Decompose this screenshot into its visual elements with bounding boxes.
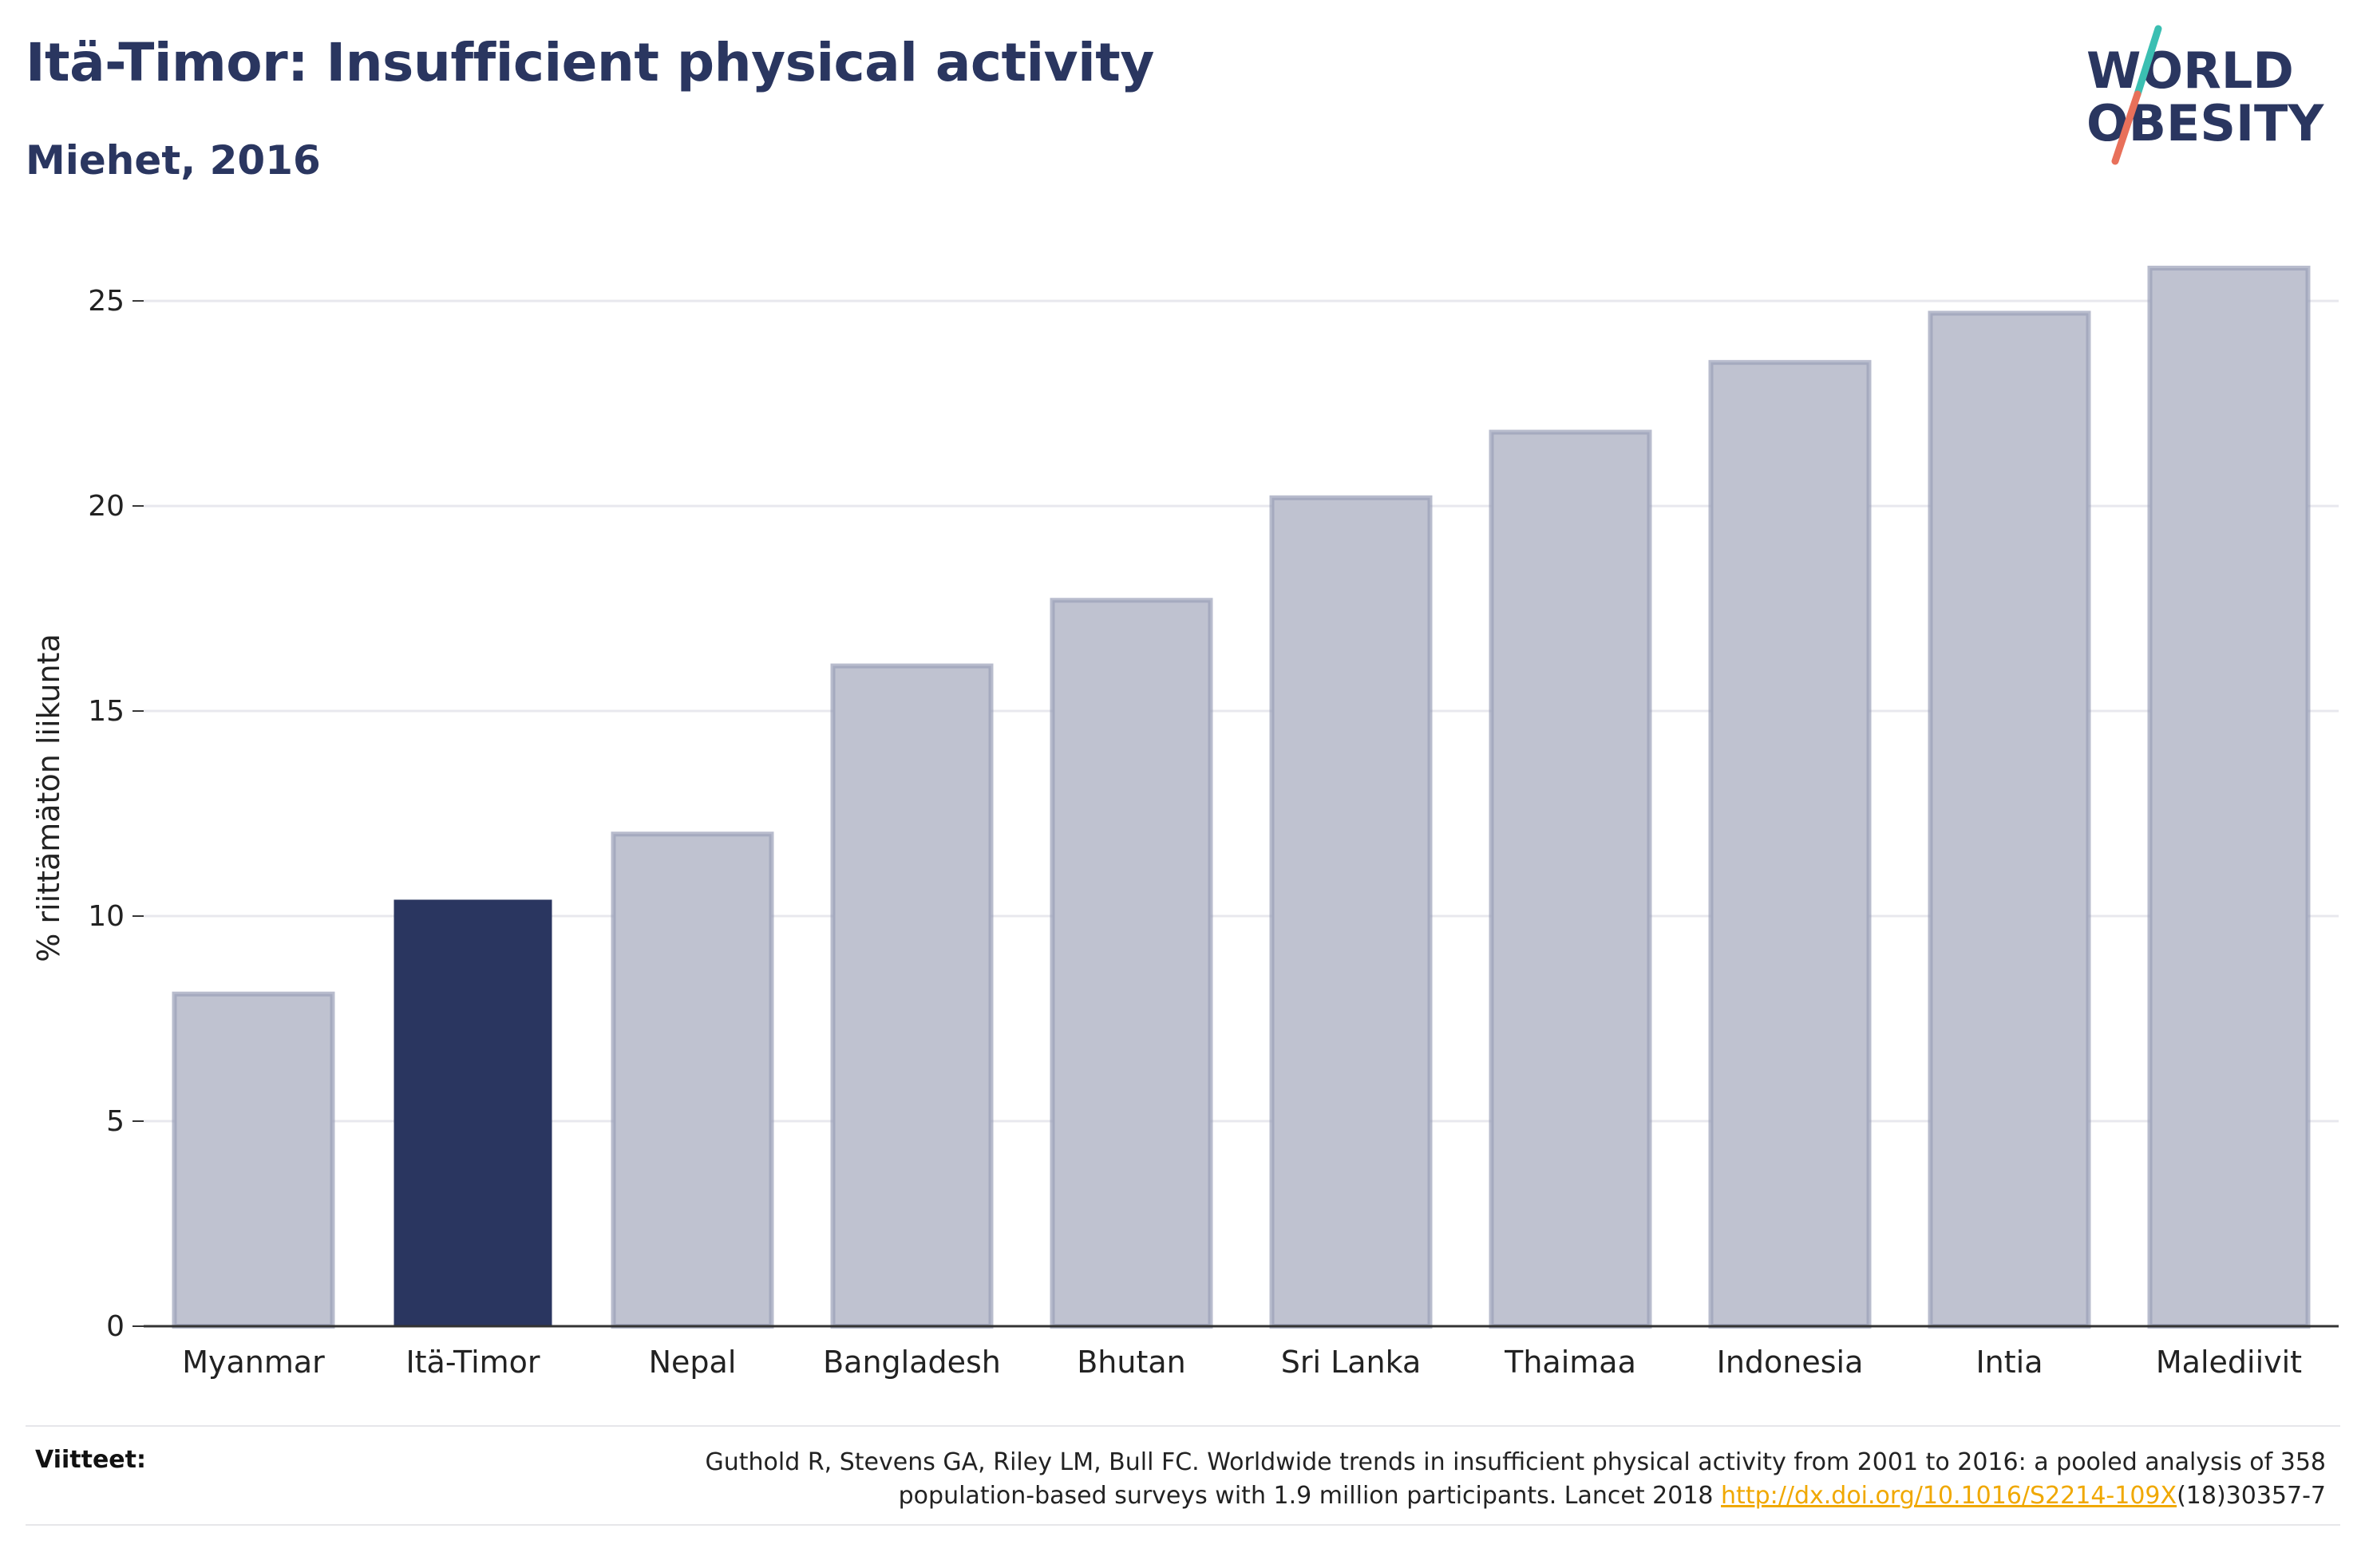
bar-thaimaa bbox=[1489, 429, 1652, 1329]
x-tick-label: Bangladesh bbox=[823, 1345, 1001, 1380]
logo-slash-coral bbox=[2111, 90, 2142, 165]
references-label: Viitteet: bbox=[35, 1446, 146, 1474]
x-tick-label: Indonesia bbox=[1717, 1345, 1864, 1380]
y-tick-label: 10 bbox=[88, 900, 125, 933]
x-tick-label: Thaimaa bbox=[1504, 1345, 1636, 1380]
logo-slash-teal bbox=[2134, 25, 2162, 98]
y-tick-label: 20 bbox=[88, 490, 125, 523]
footer-divider-bottom bbox=[26, 1524, 2340, 1526]
y-tick-label: 15 bbox=[88, 695, 125, 728]
doi-link[interactable]: http://dx.doi.org/10.1016/S2214-109X bbox=[1721, 1482, 2177, 1510]
references-text: Guthold R, Stevens GA, Riley LM, Bull FC… bbox=[450, 1446, 2326, 1513]
y-axis: 0 5 10 15 20 25 bbox=[88, 285, 144, 1343]
references-line2: population-based surveys with 1.9 millio… bbox=[898, 1482, 1722, 1510]
chart-subtitle: Miehet, 2016 bbox=[26, 137, 321, 184]
bar-sri-lanka bbox=[1269, 495, 1433, 1329]
y-tick-label: 25 bbox=[88, 285, 125, 318]
x-tick-label: Intia bbox=[1975, 1345, 2043, 1380]
bar-indonesia bbox=[1708, 360, 1872, 1329]
references-line2-end: (18)30357-7 bbox=[2177, 1482, 2326, 1510]
y-tick-label: 0 bbox=[106, 1310, 125, 1343]
bar-malediivit bbox=[2147, 265, 2311, 1329]
bar-intia bbox=[1928, 310, 2091, 1329]
y-axis-label: % riittämätön liikunta bbox=[31, 634, 66, 962]
x-tick-label: Bhutan bbox=[1077, 1345, 1186, 1380]
bars bbox=[172, 265, 2311, 1329]
x-tick-label: Myanmar bbox=[182, 1345, 325, 1380]
bar-chart: 0 5 10 15 20 25 Myanmar Itä-Timor Nepal Banglade… bbox=[31, 265, 2339, 1380]
bar-myanmar bbox=[172, 991, 335, 1329]
x-tick-label: Itä-Timor bbox=[405, 1345, 540, 1380]
logo-line1: WORLD bbox=[2086, 41, 2294, 100]
x-tick-label: Sri Lanka bbox=[1281, 1345, 1422, 1380]
references-line1: Guthold R, Stevens GA, Riley LM, Bull FC… bbox=[705, 1448, 2326, 1476]
bar-nepal bbox=[611, 831, 774, 1329]
footer-divider-top bbox=[26, 1425, 2340, 1427]
bar-bhutan bbox=[1050, 598, 1213, 1329]
y-tick-label: 5 bbox=[106, 1105, 125, 1138]
x-tick-label: Nepal bbox=[649, 1345, 737, 1380]
chart-title: Itä-Timor: Insufficient physical activit… bbox=[26, 32, 1154, 93]
bar-bangladesh bbox=[830, 663, 994, 1329]
world-obesity-logo: WORLD OBESITY bbox=[2086, 25, 2324, 165]
x-axis: Myanmar Itä-Timor Nepal Bangladesh Bhutan Sri… bbox=[144, 1325, 2339, 1380]
x-tick-label: Malediivit bbox=[2156, 1345, 2302, 1380]
bar-it-timor bbox=[394, 899, 552, 1326]
